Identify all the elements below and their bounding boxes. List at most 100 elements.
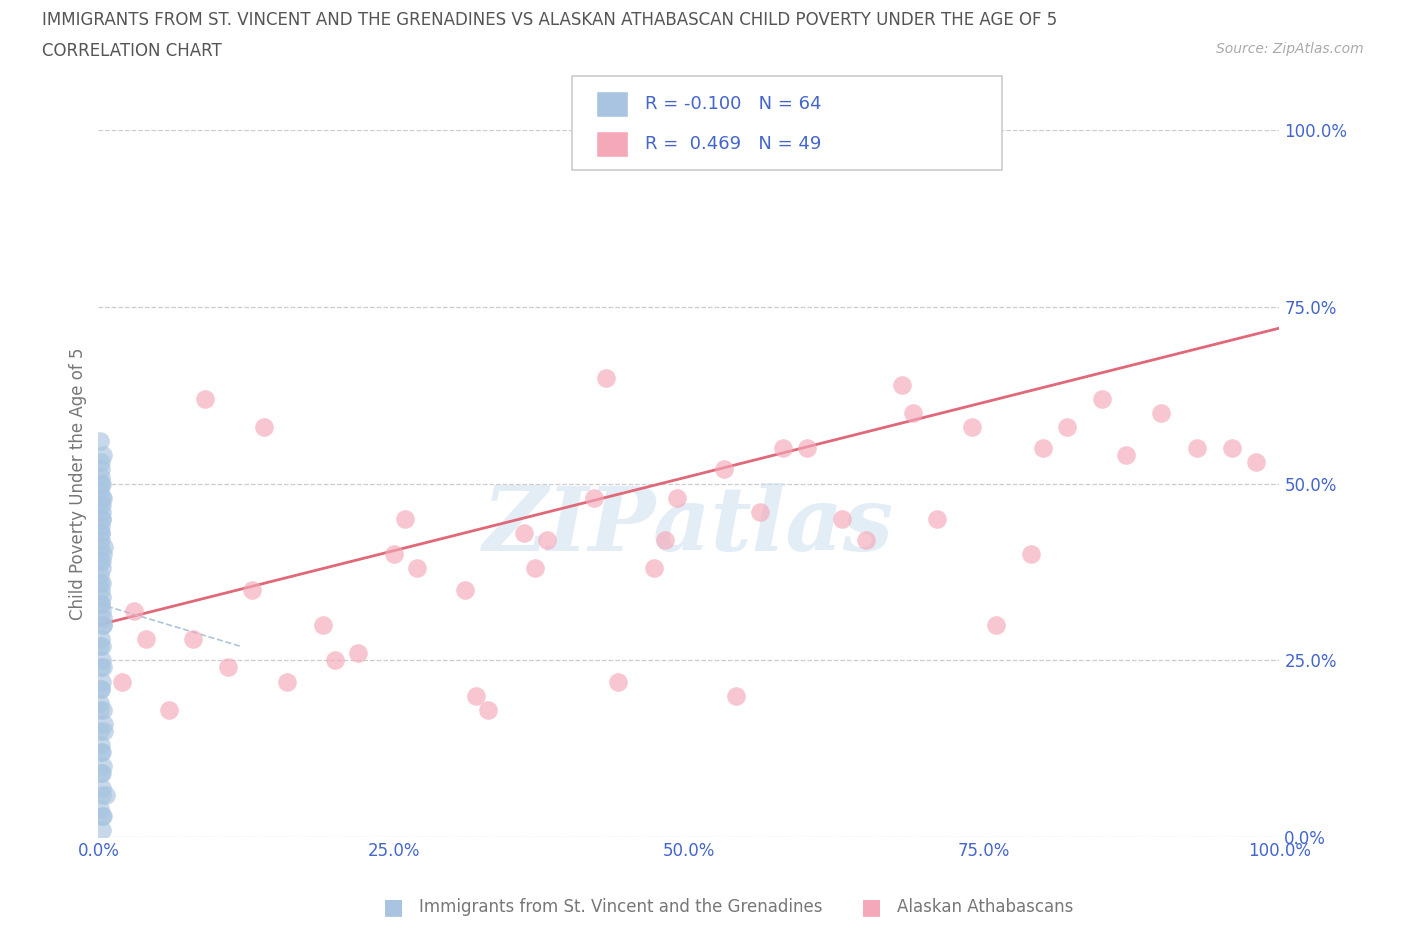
Text: CORRELATION CHART: CORRELATION CHART [42,42,222,60]
Point [91,653,114,668]
Point [89,802,111,817]
Point [90,525,112,540]
Point [93,539,115,554]
Point [91,575,114,590]
Point [595,370,617,385]
Point [90,660,112,675]
Point [91,618,114,632]
Point [91,808,114,823]
Point [90,533,112,548]
Text: ■: ■ [862,897,882,917]
Point [1220,441,1243,456]
Point [382,547,405,562]
Text: ZIPatlas: ZIPatlas [484,483,894,569]
Point [93,724,115,738]
Text: R = -0.100   N = 64: R = -0.100 N = 64 [645,95,823,113]
Point [91,745,114,760]
Point [772,441,794,456]
Point [90,582,112,597]
Point [903,405,925,420]
Point [91,610,114,625]
Point [91,476,114,491]
Point [91,512,114,526]
Point [194,392,217,406]
Point [135,631,157,646]
Point [217,660,239,675]
Point [90,462,112,477]
Point [406,561,429,576]
Point [643,561,665,576]
Point [831,512,853,526]
Point [91,448,114,463]
Point [111,674,134,689]
Point [90,681,112,696]
Point [181,631,204,646]
Point [394,512,416,526]
Point [93,716,115,731]
Point [512,525,534,540]
Point [90,737,112,752]
Point [1091,392,1114,406]
Point [1150,405,1173,420]
Point [453,582,475,597]
Point [984,618,1007,632]
Point [748,504,770,519]
Point [91,702,114,717]
Point [607,674,630,689]
Point [89,539,111,554]
Point [91,512,114,526]
Point [725,688,748,703]
Point [89,702,111,717]
Point [536,533,558,548]
Text: Immigrants from St. Vincent and the Grenadines: Immigrants from St. Vincent and the Gren… [419,897,823,916]
Point [91,490,114,505]
Point [91,780,114,795]
Point [90,596,112,611]
Point [89,433,111,448]
Point [890,378,912,392]
Point [90,469,112,484]
Point [91,547,114,562]
Point [465,688,488,703]
Point [91,639,114,654]
Text: Alaskan Athabascans: Alaskan Athabascans [897,897,1073,916]
Point [91,787,114,802]
Point [91,822,114,837]
Point [91,766,114,781]
Point [796,441,818,456]
Point [157,702,180,717]
Point [89,724,111,738]
Point [91,490,114,505]
Point [89,639,111,654]
Point [713,462,735,477]
Point [240,582,263,597]
Text: ■: ■ [384,897,404,917]
Point [89,498,111,512]
Point [276,674,298,689]
Point [90,766,112,781]
Point [91,808,114,823]
Point [90,631,112,646]
Point [91,618,114,632]
Point [90,525,112,540]
Point [477,702,499,717]
Point [1021,547,1043,562]
Point [925,512,948,526]
Point [91,674,114,689]
Point [323,653,346,668]
Point [91,561,114,576]
Point [122,604,145,618]
Point [90,596,112,611]
Point [1115,448,1137,463]
Point [583,490,606,505]
Point [91,554,114,569]
Point [253,419,276,434]
Text: Source: ZipAtlas.com: Source: ZipAtlas.com [1216,42,1364,56]
Point [90,745,112,760]
Point [89,554,111,569]
Point [855,533,877,548]
Point [524,561,547,576]
Point [1056,419,1078,434]
Point [91,604,114,618]
Point [89,696,111,711]
